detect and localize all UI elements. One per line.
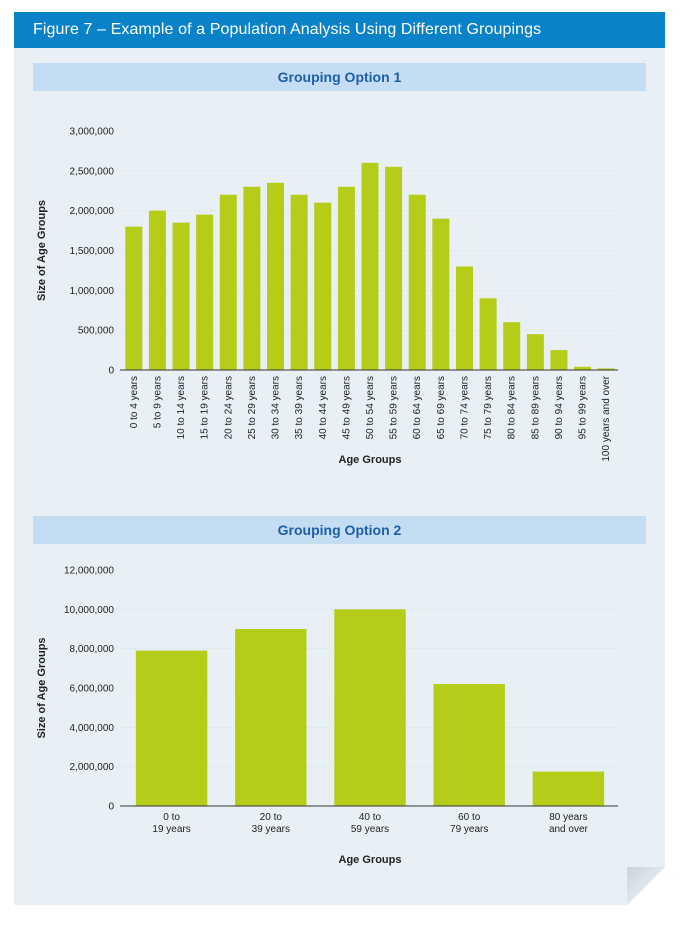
y-tick-label: 0 xyxy=(108,366,114,377)
x-tick-label: 55 to 59 years xyxy=(389,376,400,439)
x-tick-label: 19 years xyxy=(152,824,190,835)
y-tick-label: 4,000,000 xyxy=(70,723,115,734)
x-tick-label: 90 to 94 years xyxy=(554,376,565,439)
x-tick-label: 39 years xyxy=(252,824,290,835)
y-tick-label: 6,000,000 xyxy=(70,684,115,695)
x-tick-label: 35 to 39 years xyxy=(294,376,305,439)
x-tick-label: 85 to 89 years xyxy=(530,376,541,439)
x-tick-label: 30 to 34 years xyxy=(271,376,282,439)
chart2-title: Grouping Option 2 xyxy=(33,516,646,544)
bar xyxy=(135,650,208,806)
x-tick-label: 45 to 49 years xyxy=(341,376,352,439)
bar xyxy=(532,771,605,806)
x-tick-label: 70 to 74 years xyxy=(459,376,470,439)
x-tick-label: 60 to xyxy=(458,812,481,823)
y-axis-title: Size of Age Groups xyxy=(36,200,48,301)
figure-title: Figure 7 – Example of a Population Analy… xyxy=(14,12,665,48)
bar xyxy=(334,609,406,806)
x-tick-label: 50 to 54 years xyxy=(365,376,376,439)
x-tick-label: 40 to xyxy=(359,812,382,823)
y-tick-label: 1,500,000 xyxy=(70,246,115,257)
x-axis-title: Age Groups xyxy=(339,854,402,866)
x-tick-label: 79 years xyxy=(450,824,488,835)
y-tick-label: 10,000,000 xyxy=(64,605,114,616)
x-tick-label: 20 to xyxy=(260,812,283,823)
x-tick-label: 95 to 99 years xyxy=(578,376,589,439)
bar xyxy=(337,186,355,370)
bar xyxy=(361,162,379,370)
bar xyxy=(243,186,261,370)
bar xyxy=(408,194,426,370)
bar xyxy=(385,166,403,370)
x-tick-label: 5 to 9 years xyxy=(152,376,163,428)
x-axis-title: Age Groups xyxy=(339,454,402,466)
bar xyxy=(290,194,308,370)
y-tick-label: 2,000,000 xyxy=(70,762,115,773)
x-tick-label: 40 to 44 years xyxy=(318,376,329,439)
bar xyxy=(479,298,497,370)
chart1-title: Grouping Option 1 xyxy=(33,63,646,91)
x-tick-label: 60 to 64 years xyxy=(412,376,423,439)
bar xyxy=(432,218,450,370)
x-tick-label: 15 to 19 years xyxy=(200,376,211,439)
bar xyxy=(526,334,544,370)
bar xyxy=(235,629,307,806)
x-tick-label: 80 to 84 years xyxy=(507,376,518,439)
y-tick-label: 3,000,000 xyxy=(70,127,115,138)
x-tick-label: 65 to 69 years xyxy=(436,376,447,439)
x-tick-label: 0 to 4 years xyxy=(129,376,140,428)
bar xyxy=(267,182,285,370)
x-tick-label: 59 years xyxy=(351,824,389,835)
y-tick-label: 1,000,000 xyxy=(70,286,115,297)
x-tick-label: 20 to 24 years xyxy=(223,376,234,439)
y-tick-label: 8,000,000 xyxy=(70,644,115,655)
bar xyxy=(597,368,615,370)
page-fold-corner xyxy=(627,867,665,905)
bar xyxy=(574,366,592,370)
bar xyxy=(314,202,332,370)
bar xyxy=(125,226,143,370)
x-tick-label: 80 years xyxy=(549,812,587,823)
bar xyxy=(148,210,166,370)
bar xyxy=(455,266,473,370)
bar xyxy=(503,322,521,370)
y-tick-label: 0 xyxy=(108,802,114,813)
x-tick-label: 75 to 79 years xyxy=(483,376,494,439)
y-tick-label: 500,000 xyxy=(78,326,115,337)
x-tick-label: 100 years and over xyxy=(601,375,612,461)
x-tick-label: 10 to 14 years xyxy=(176,376,187,439)
x-tick-label: and over xyxy=(549,824,589,835)
y-tick-label: 12,000,000 xyxy=(64,566,114,577)
bar xyxy=(550,350,568,370)
bar xyxy=(219,194,237,370)
x-tick-label: 0 to xyxy=(163,812,180,823)
y-tick-label: 2,000,000 xyxy=(70,206,115,217)
x-tick-label: 25 to 29 years xyxy=(247,376,258,439)
y-axis-title: Size of Age Groups xyxy=(36,637,48,738)
bar xyxy=(172,222,190,370)
bar xyxy=(433,684,505,806)
y-tick-label: 2,500,000 xyxy=(70,166,115,177)
bar xyxy=(196,214,214,370)
